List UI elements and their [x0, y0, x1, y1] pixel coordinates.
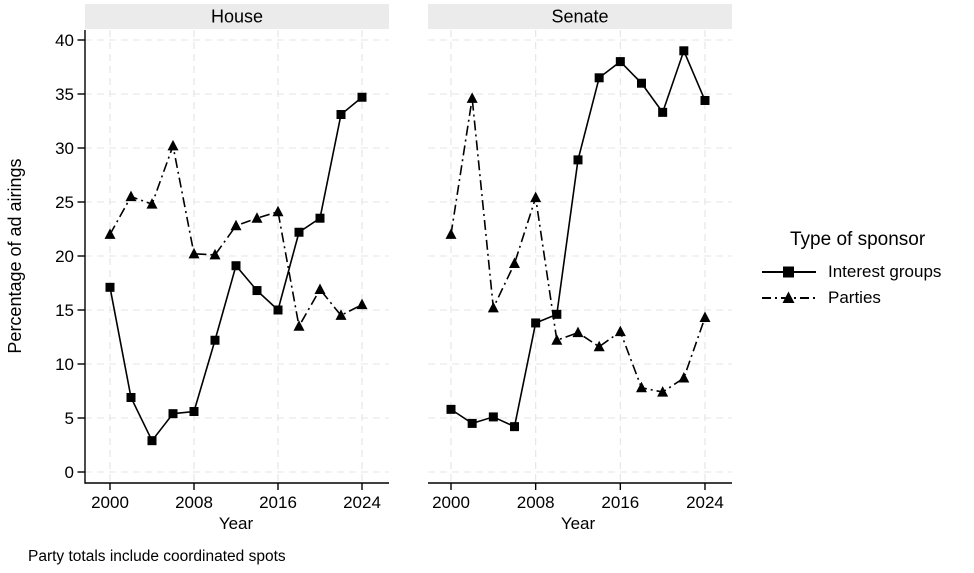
house-interest-groups-marker: [336, 110, 346, 120]
senate-parties-marker: [635, 381, 647, 393]
house-interest-groups-marker: [189, 407, 199, 417]
house-interest-groups-marker: [210, 335, 220, 345]
x-tick-label: 2016: [259, 493, 297, 512]
house-interest-groups-marker: [273, 305, 283, 315]
legend-item-parties: Parties: [762, 285, 972, 311]
house-interest-groups-marker: [252, 286, 262, 296]
senate-interest-groups-line: [450, 48, 706, 428]
legend-label-parties: Parties: [828, 288, 881, 307]
house-parties-marker: [209, 248, 221, 260]
house-parties-marker: [251, 212, 263, 223]
legend-label-interest-groups: Interest groups: [828, 262, 942, 281]
senate-parties-marker: [530, 191, 542, 203]
y-tick-label: 40: [55, 31, 74, 50]
senate-interest-groups-marker: [573, 155, 583, 165]
x-tick-label: 2024: [686, 493, 724, 512]
senate-parties-marker: [445, 228, 457, 239]
dash-dot-line-triangle-marker-icon: [762, 291, 816, 303]
house-parties-marker: [293, 320, 305, 331]
house-parties-marker: [335, 309, 347, 320]
footnote: Party totals include coordinated spots: [28, 548, 286, 565]
x-tick-label: 2024: [343, 493, 381, 512]
senate-interest-groups-marker: [679, 46, 689, 56]
solid-line-square-marker-icon: [762, 266, 816, 278]
legend-item-interest-groups: Interest groups: [762, 259, 972, 285]
senate-panel: Senate 2000 2008 2016 2024 Year: [428, 4, 732, 533]
senate-interest-groups-marker: [594, 73, 604, 83]
house-parties-marker: [356, 298, 368, 310]
house-parties-marker: [314, 283, 326, 294]
senate-parties-marker: [572, 326, 584, 338]
senate-parties-marker: [614, 325, 626, 337]
house-strip: [85, 4, 389, 29]
senate-parties-marker: [466, 92, 478, 103]
house-interest-groups-marker: [105, 282, 115, 292]
senate-parties-marker: [487, 301, 499, 313]
senate-parties-marker: [699, 311, 711, 323]
legend-title: Type of sponsor: [790, 229, 926, 250]
house-interest-groups-marker: [126, 392, 136, 402]
house-interest-groups-marker: [357, 92, 367, 102]
senate-interest-groups-marker: [552, 309, 562, 319]
house-parties-marker: [230, 219, 242, 231]
senate-interest-groups-marker: [488, 412, 498, 422]
legend: Type of sponsor Interest groups Parties: [762, 229, 972, 311]
house-interest-groups-marker: [294, 227, 304, 237]
house-parties-line: [109, 142, 363, 329]
house-x-axis-label: Year: [219, 514, 254, 533]
x-tick-label: 2000: [91, 493, 129, 512]
house-panel-title: House: [211, 7, 263, 27]
senate-interest-groups-marker: [446, 404, 456, 414]
y-tick-label: 15: [55, 301, 74, 320]
y-tick-label: 35: [55, 85, 74, 104]
senate-parties-marker: [508, 257, 520, 269]
house-parties-marker: [188, 247, 200, 259]
senate-parties-marker: [551, 334, 563, 345]
senate-parties-marker: [657, 386, 669, 397]
senate-interest-groups-marker: [700, 95, 710, 105]
house-interest-groups-marker: [168, 409, 178, 419]
house-parties-marker: [272, 205, 284, 217]
house-interest-groups-marker: [315, 213, 325, 223]
senate-interest-groups-marker: [636, 78, 646, 88]
y-tick-label: 10: [55, 355, 74, 374]
x-tick-label: 2008: [175, 493, 213, 512]
y-tick-label: 30: [55, 139, 74, 158]
house-interest-groups-marker: [147, 436, 157, 446]
senate-parties-marker: [593, 340, 605, 352]
senate-parties-marker: [678, 372, 690, 383]
x-tick-label: 2008: [517, 493, 555, 512]
senate-interest-groups-marker: [509, 422, 519, 432]
y-tick-label: 5: [65, 409, 74, 428]
y-tick-label: 20: [55, 247, 74, 266]
senate-parties-line: [450, 98, 706, 393]
senate-strip: [428, 4, 732, 29]
house-parties-marker: [167, 139, 179, 151]
house-parties-marker: [146, 198, 158, 209]
y-tick-label: 0: [65, 463, 74, 482]
senate-interest-groups-marker: [615, 57, 625, 67]
x-tick-label: 2000: [432, 493, 470, 512]
house-parties-marker: [104, 228, 116, 239]
senate-interest-groups-marker: [467, 418, 477, 428]
house-parties-marker: [125, 190, 137, 202]
senate-interest-groups-marker: [531, 318, 541, 328]
senate-x-axis-label: Year: [561, 514, 596, 533]
y-tick-label: 25: [55, 193, 74, 212]
house-panel: House 0 5 10 15 20 25 30 35 40 2000 2008 2016 2024 Yea…: [55, 4, 389, 533]
senate-interest-groups-marker: [658, 107, 668, 117]
y-axis-title: Percentage of ad airings: [5, 158, 25, 354]
x-tick-label: 2016: [601, 493, 639, 512]
house-interest-groups-marker: [231, 261, 241, 271]
senate-panel-title: Senate: [551, 7, 608, 27]
